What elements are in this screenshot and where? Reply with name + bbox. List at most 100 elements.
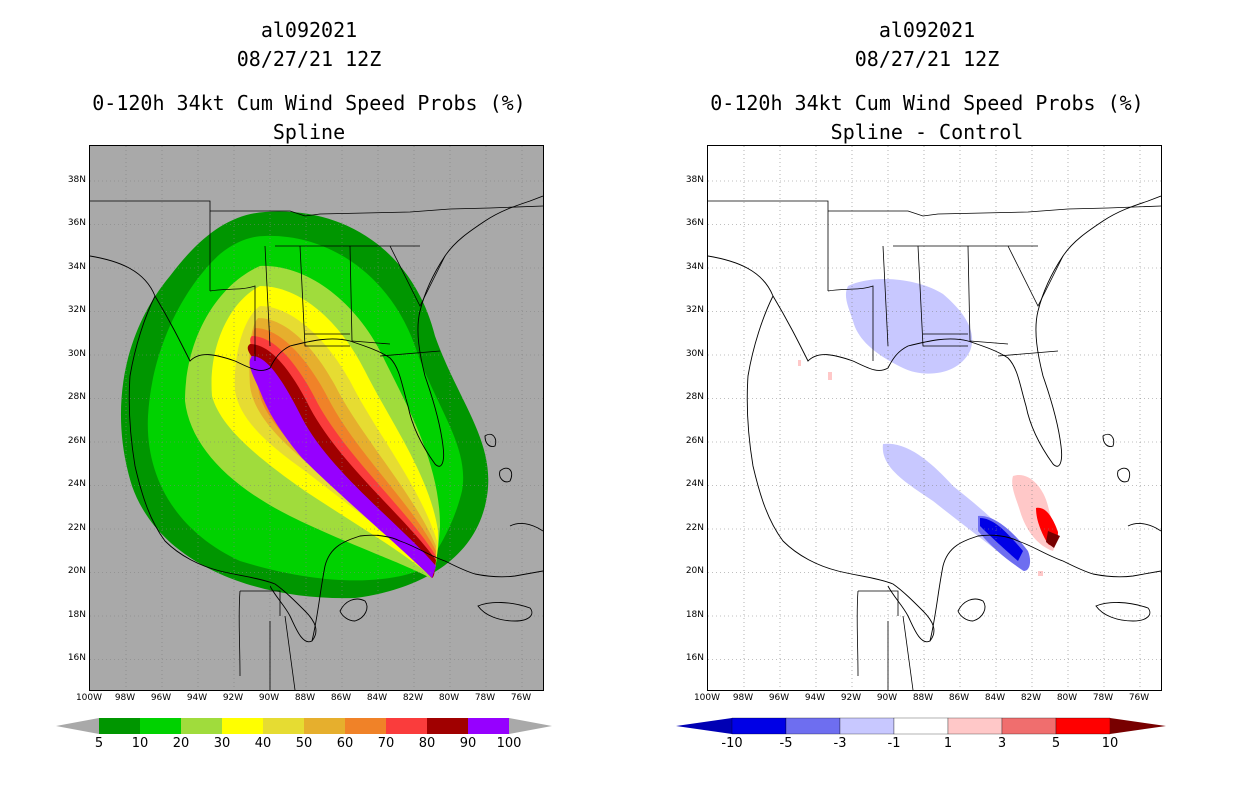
coastline [90, 195, 543, 467]
right-lon-label: 90W [876, 693, 898, 703]
left-colorbar-label: 50 [295, 736, 313, 751]
left-lon-label: 98W [114, 693, 136, 703]
colorbar-swatch [427, 718, 468, 734]
left-lat-label: 26N [67, 436, 86, 446]
colorbar-swatch [345, 718, 386, 734]
left-title-date: 08/27/21 12Z [236, 47, 382, 71]
political-border [269, 615, 296, 690]
coastline [957, 598, 986, 622]
left-lat-label: 18N [67, 610, 86, 620]
coastline [929, 534, 1161, 642]
right-lon-label: 78W [1092, 693, 1114, 703]
right-colorbar-label: -5 [779, 736, 793, 751]
right-lon-label: 80W [1056, 693, 1078, 703]
left-lon-label: 86W [330, 693, 352, 703]
political-border [1007, 245, 1064, 307]
left-colorbar-label: 40 [254, 736, 272, 751]
political-border [275, 245, 420, 342]
probability-cone [120, 211, 489, 599]
right-lat-label: 36N [685, 218, 704, 228]
right-map[interactable] [707, 145, 1162, 691]
right-colorbar-label: -3 [833, 736, 847, 751]
right-lon-label: 86W [948, 693, 970, 703]
left-lat-label: 24N [67, 479, 86, 489]
coastline [477, 602, 533, 622]
right-title-product: 0-120h 34kt Cum Wind Speed Probs (%) [710, 91, 1144, 115]
left-colorbar-label: 80 [418, 736, 436, 751]
colorbar-upper-cap [509, 718, 552, 734]
left-colorbar-label: 5 [94, 736, 104, 751]
right-lon-label: 94W [804, 693, 826, 703]
colorbar-swatch [222, 718, 263, 734]
left-lon-label: 96W [150, 693, 172, 703]
left-title-product: 0-120h 34kt Cum Wind Speed Probs (%) [92, 91, 526, 115]
colorbar-upper-cap [1110, 718, 1166, 734]
colorbar-swatch [839, 717, 895, 735]
colorbar-swatch [468, 718, 509, 734]
political-border [305, 333, 391, 345]
colorbar-swatch [947, 717, 1003, 735]
left-colorbar-label: 20 [172, 736, 190, 751]
left-lon-label: 82W [402, 693, 424, 703]
left-lon-label: 76W [510, 693, 532, 703]
coastline [339, 598, 368, 622]
left-lat-label: 30N [67, 349, 86, 359]
left-map[interactable] [89, 145, 544, 691]
colorbar-swatch [99, 718, 140, 734]
political-border [238, 590, 281, 677]
left-lon-label: 84W [366, 693, 388, 703]
right-lat-label: 16N [685, 653, 704, 663]
left-lat-label: 28N [67, 392, 86, 402]
colorbar-lower-cap [676, 718, 732, 734]
colorbar-swatch [140, 718, 181, 734]
left-lat-label: 32N [67, 305, 86, 315]
left-lon-label: 94W [186, 693, 208, 703]
colorbar-swatch [181, 718, 222, 734]
right-lon-label: 84W [984, 693, 1006, 703]
colorbar-swatch [386, 718, 427, 734]
left-colorbar-label: 70 [377, 736, 395, 751]
coastline [1095, 602, 1151, 622]
right-lon-label: 76W [1128, 693, 1150, 703]
right-lat-label: 34N [685, 262, 704, 272]
right-lat-label: 20N [685, 566, 704, 576]
right-subtitle: Spline - Control [830, 120, 1024, 144]
left-lat-label: 38N [67, 175, 86, 185]
right-title-storm-id: al092021 [878, 18, 976, 42]
coastline [708, 195, 1161, 467]
right-colorbar-label: -1 [887, 736, 901, 751]
right-colorbar-label: 3 [997, 736, 1007, 751]
right-lat-label: 22N [685, 523, 704, 533]
right-colorbar-label: -10 [721, 736, 743, 751]
difference-field [798, 279, 1060, 576]
political-border [209, 285, 256, 361]
left-colorbar-label: 100 [496, 736, 522, 751]
right-lon-label: 92W [840, 693, 862, 703]
colorbar-lower-cap [56, 718, 99, 734]
political-border [882, 245, 968, 347]
political-border [90, 200, 543, 291]
left-colorbar-label: 60 [336, 736, 354, 751]
right-colorbar-label: 1 [943, 736, 953, 751]
political-border [893, 245, 1038, 342]
right-colorbar [676, 717, 1166, 735]
right-lon-label: 98W [732, 693, 754, 703]
left-lon-label: 100W [75, 693, 103, 703]
left-subtitle: Spline [272, 120, 346, 144]
coastline [746, 295, 935, 643]
left-lon-label: 78W [474, 693, 496, 703]
right-lat-label: 28N [685, 392, 704, 402]
right-map-background [708, 146, 1161, 690]
right-lat-label: 30N [685, 349, 704, 359]
left-lon-label: 90W [258, 693, 280, 703]
right-lat-label: 38N [685, 175, 704, 185]
colorbar-swatch [893, 717, 949, 735]
left-title-storm-id: al092021 [260, 18, 358, 42]
right-lat-label: 32N [685, 305, 704, 315]
political-border [389, 245, 446, 307]
coastline [1117, 467, 1131, 483]
left-lat-label: 16N [67, 653, 86, 663]
right-lat-label: 26N [685, 436, 704, 446]
coastline [311, 534, 543, 642]
coastline [484, 433, 497, 447]
